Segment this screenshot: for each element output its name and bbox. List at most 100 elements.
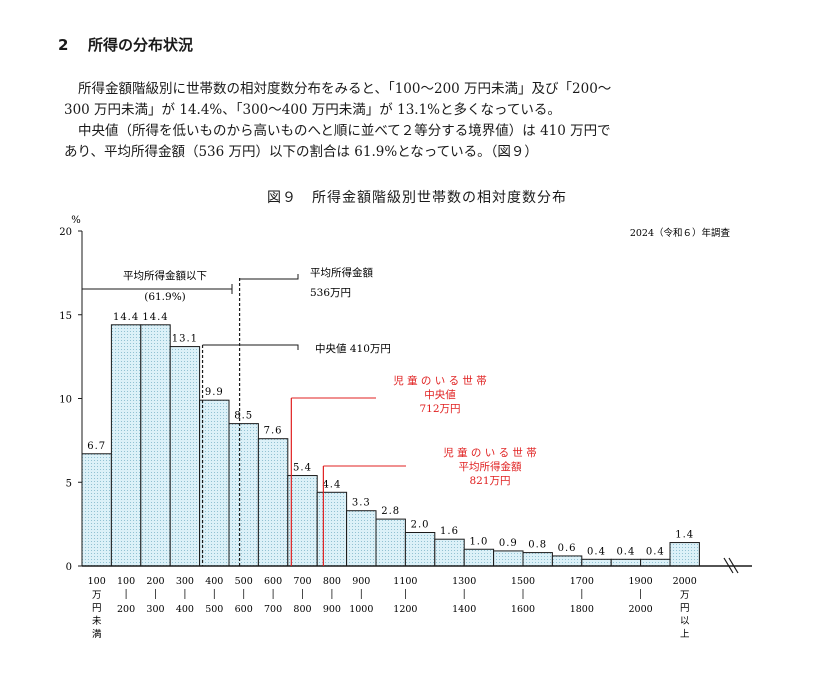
histogram-bar [404, 532, 436, 567]
bar-value-label: 9.9 [205, 387, 224, 398]
x-tick-label-char: 万 [680, 590, 690, 601]
bar-value-label: 0.4 [616, 546, 635, 557]
bar-value-label: 0.6 [558, 543, 577, 554]
child-mean-label-2: 平均所得金額 [459, 460, 522, 473]
y-tick-label: 5 [66, 478, 72, 489]
x-tick-label-top: 2000 [673, 576, 697, 587]
x-tick-label-bottom: 700 [264, 604, 282, 615]
figure-title: 図９ 所得金額階級別世帯数の相対度数分布 [267, 190, 567, 206]
section-heading: 2 所得の分布状況 [58, 34, 193, 55]
bar-value-label: 6.7 [87, 441, 106, 452]
histogram-bar [140, 324, 171, 567]
histogram-bar [110, 324, 142, 567]
bar-value-label: 4.4 [322, 479, 341, 490]
bar-value-label: 0.8 [528, 540, 547, 551]
histogram-bar [551, 555, 583, 567]
histogram-bar [463, 548, 495, 567]
x-tick-label-top: 1500 [511, 576, 535, 587]
x-tick-label-top: 1900 [629, 576, 653, 587]
axis-break-mark [723, 557, 739, 574]
median-label-leader [202, 344, 299, 350]
histogram-bar [316, 491, 348, 567]
histogram-bar [257, 438, 289, 567]
bar-value-label: 3.3 [352, 498, 371, 509]
bar-value-label: 7.6 [264, 426, 283, 437]
x-tick-label-top: 1300 [452, 576, 476, 587]
histogram-bar [199, 399, 230, 567]
histogram-bar [169, 346, 201, 567]
x-tick-label-bottom: 300 [146, 604, 164, 615]
y-tick-label: 20 [59, 227, 72, 238]
x-tick-label-bottom: 1200 [393, 604, 417, 615]
median-income-label: 中央値 410万円 [315, 342, 391, 355]
histogram-bar [434, 538, 465, 567]
x-tick-label-bottom: 800 [293, 604, 311, 615]
x-tick-label-bottom: 200 [117, 604, 135, 615]
x-tick-label-char: 満 [92, 629, 102, 640]
bar-value-label: 1.6 [440, 526, 459, 537]
x-tick-label-top: 400 [205, 576, 223, 587]
paragraph-1: 所得金額階級別に世帯数の相対度数分布をみると、「100～200 万円未満」及び「… [64, 79, 784, 121]
histogram-bar [287, 475, 318, 567]
x-tick-label-top: 500 [235, 576, 253, 587]
child-median-label-1: 児 童 の い る 世 帯 [393, 374, 487, 387]
child-mean-label-1: 児 童 の い る 世 帯 [443, 446, 537, 459]
x-tick-label-bottom: 400 [176, 604, 194, 615]
x-tick-label-bottom: 600 [235, 604, 253, 615]
histogram-bar [669, 542, 700, 567]
bar-value-label: 0.9 [499, 538, 518, 549]
x-tick-label-top: 200 [146, 576, 164, 587]
child-median-value: 712万円 [419, 403, 460, 415]
bar-value-label: 2.8 [381, 506, 400, 517]
x-tick-label-bottom: 900 [323, 604, 341, 615]
y-tick-label: 0 [66, 562, 72, 573]
x-tick-label-top: 900 [352, 576, 370, 587]
mean-income-value: 536万円 [310, 287, 351, 299]
paragraph-2-line-1: 中央値（所得を低いものから高いものへと順に並べて２等分する境界値）は 410 万… [78, 123, 611, 139]
child-median-label-2: 中央値 [424, 388, 456, 401]
histogram-bar [610, 558, 642, 567]
x-tick-label-char: 以 [680, 616, 690, 627]
section-title: 所得の分布状況 [88, 36, 194, 54]
bar-value-label: 0.4 [587, 546, 606, 557]
bar-value-label: 14.4 [142, 312, 168, 323]
bar-value-label: 2.0 [411, 520, 430, 531]
x-tick-label-top: 700 [293, 576, 311, 587]
histogram-bar [581, 558, 612, 567]
y-axis-unit: % [71, 215, 81, 226]
bar-value-label: 13.1 [172, 334, 198, 345]
x-tick-label-top: 1100 [393, 576, 417, 587]
bar-value-label: 1.0 [469, 536, 488, 547]
y-tick-label: 15 [59, 311, 72, 322]
bar-value-label: 8.5 [234, 411, 253, 422]
bar-value-label: 1.4 [675, 530, 694, 541]
x-tick-label-char: 万 [92, 590, 102, 601]
x-tick-label-bottom: 500 [205, 604, 223, 615]
histogram-bar [81, 453, 112, 567]
x-tick-label-top: 800 [323, 576, 341, 587]
x-tick-label-char: 未 [92, 615, 102, 627]
x-tick-label-top: 600 [264, 576, 282, 587]
bar-value-label: 14.4 [113, 312, 139, 323]
paragraph-1-line-1: 所得金額階級別に世帯数の相対度数分布をみると、「100～200 万円未満」及び「… [78, 81, 612, 97]
histogram-bar [640, 558, 671, 567]
x-tick-label-char: 円 [680, 603, 690, 614]
x-tick-label-char: 上 [680, 629, 690, 640]
histogram-bar [522, 552, 553, 567]
paragraph-1-line-2: 300 万円未満」が 14.4%、「300～400 万円未満」が 13.1%と多… [64, 102, 561, 118]
section-number: 2 [58, 36, 69, 54]
bar-value-label: 5.4 [293, 463, 312, 474]
bar-value-label: 0.4 [646, 546, 665, 557]
histogram-bar [346, 510, 377, 567]
paragraph-2: 中央値（所得を低いものから高いものへと順に並べて２等分する境界値）は 410 万… [64, 121, 784, 163]
x-tick-label-bottom: 1400 [452, 604, 476, 615]
x-tick-label-bottom: 1600 [511, 604, 535, 615]
histogram-bar [493, 550, 524, 567]
x-tick-label-char: 円 [92, 603, 102, 614]
x-tick-label-bottom: 1000 [349, 604, 373, 615]
below-mean-percent: (61.9%) [144, 291, 186, 303]
histogram-bar [375, 518, 406, 567]
paragraph-2-line-2: あり、平均所得金額（536 万円）以下の割合は 61.9%となっている。（図９） [64, 144, 538, 160]
x-tick-label-top: 300 [176, 576, 194, 587]
